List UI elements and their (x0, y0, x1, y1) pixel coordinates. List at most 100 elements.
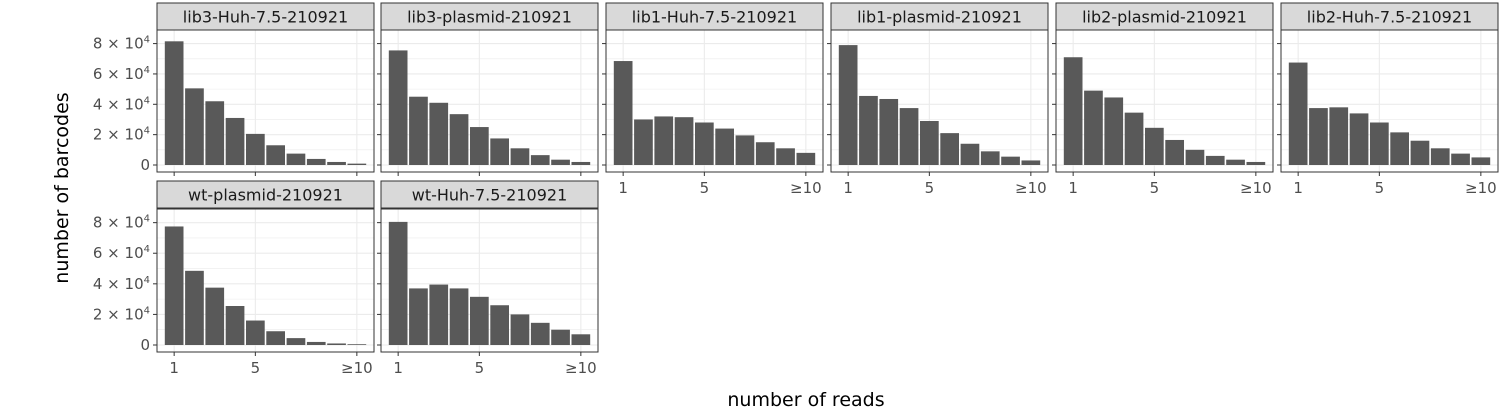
bar (347, 344, 367, 345)
bar (429, 284, 449, 345)
bars (613, 61, 816, 165)
bar (859, 95, 878, 165)
panel-border (156, 29, 375, 173)
y-tick-label: 4 × 104 (93, 275, 150, 293)
bar (776, 148, 795, 165)
y-tick-label: 2 × 104 (93, 126, 150, 144)
bar (634, 119, 653, 165)
x-tick-label: 1 (843, 179, 853, 197)
bar (1471, 157, 1491, 165)
bar (510, 314, 530, 345)
panel-border (830, 29, 1049, 173)
bar (409, 96, 428, 165)
bar (246, 320, 265, 345)
y-tick-label: 6 × 104 (93, 65, 150, 83)
facet-strip (380, 2, 599, 31)
bars (838, 45, 1041, 165)
bars (388, 221, 591, 345)
bar (164, 41, 184, 165)
bar (225, 117, 245, 165)
facet-strip-label: lib3-plasmid-210921 (407, 8, 572, 27)
panel-border (1055, 29, 1274, 173)
bar (654, 116, 674, 165)
bar (306, 341, 326, 345)
panel-border (605, 29, 824, 173)
facet-strip (1055, 2, 1274, 31)
bar (1246, 161, 1266, 165)
bar (205, 287, 225, 345)
bar (838, 45, 858, 165)
bar (571, 161, 591, 165)
bar (1205, 155, 1225, 165)
bar (185, 88, 204, 165)
bars (1063, 57, 1266, 166)
facet-strip (156, 2, 375, 31)
y-tick-label: 0 (140, 336, 150, 354)
x-tick-label: 1 (1068, 179, 1078, 197)
bar (1309, 108, 1328, 165)
x-tick-label: 5 (925, 179, 935, 197)
facet-strip-label: lib1-Huh-7.5-210921 (632, 8, 797, 27)
bar (388, 221, 408, 345)
bar (1185, 149, 1205, 165)
y-axis-title: number of barcodes (51, 92, 73, 283)
x-tick-label: 5 (1375, 179, 1385, 197)
bar (225, 306, 245, 345)
y-tick-label: 6 × 104 (93, 244, 150, 262)
bar (1451, 153, 1470, 165)
bar (551, 159, 570, 165)
bar (1349, 113, 1369, 165)
x-tick-label: ≥10 (790, 179, 822, 197)
bar (286, 153, 306, 165)
x-tick-label: 1 (618, 179, 628, 197)
bar (1021, 160, 1041, 165)
bar (695, 122, 714, 165)
bar (449, 288, 469, 345)
bar (920, 120, 939, 165)
bar (1410, 140, 1430, 165)
bar (940, 133, 959, 165)
bar (490, 305, 509, 345)
bar (879, 98, 899, 165)
bar (530, 155, 550, 165)
panel-border (380, 29, 599, 173)
bar (490, 138, 509, 165)
facet-strip (830, 2, 1049, 31)
bar (1370, 122, 1389, 165)
bar (1165, 139, 1184, 165)
bar (266, 331, 285, 345)
bar (347, 163, 367, 165)
facet-strip (380, 180, 599, 209)
y-tick-label: 8 × 104 (93, 35, 150, 53)
bar (185, 270, 204, 345)
panel-border (1280, 29, 1499, 173)
bar (551, 329, 570, 345)
facet-strip-label: lib1-plasmid-210921 (857, 8, 1022, 27)
facet-panel: lib3-plasmid-210921 (377, 2, 599, 176)
bar (899, 108, 919, 165)
bar (306, 158, 326, 165)
bar (735, 135, 755, 165)
facet-strip-label: wt-plasmid-210921 (188, 186, 343, 205)
bar (470, 127, 489, 165)
bar (1145, 127, 1164, 165)
bar (613, 61, 633, 165)
x-tick-label: 5 (251, 359, 261, 377)
y-tick-label: 8 × 104 (93, 214, 150, 232)
bar (164, 226, 184, 345)
bar (1329, 107, 1349, 165)
x-tick-label: ≥10 (565, 359, 597, 377)
facet-panel: lib1-plasmid-210921 1 5 ≥10 (827, 2, 1049, 197)
x-tick-label: 1 (393, 359, 403, 377)
y-tick-label: 4 × 104 (93, 95, 150, 113)
bar (1063, 57, 1083, 166)
bar (409, 288, 428, 345)
bar (674, 117, 694, 165)
facet-strip-label: lib3-Huh-7.5-210921 (183, 8, 348, 27)
bar (1001, 156, 1020, 165)
facet-panel: wt-Huh-7.5-210921 1 5 ≥10 (377, 180, 599, 377)
bar (286, 338, 306, 345)
facet-strip-label: lib2-plasmid-210921 (1082, 8, 1247, 27)
panel-border (380, 208, 599, 353)
